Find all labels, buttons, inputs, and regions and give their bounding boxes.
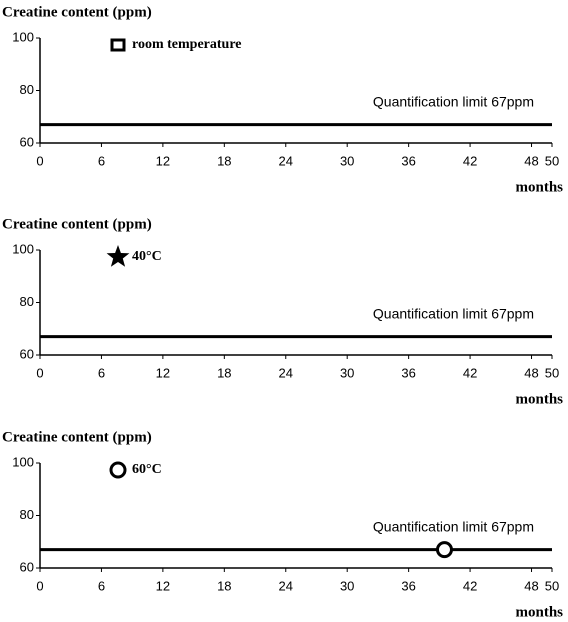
legend-marker [109, 461, 127, 479]
y-tick-label: 100 [12, 241, 34, 256]
x-axis-title: months [515, 391, 563, 407]
x-tick-label: 48 [524, 153, 538, 168]
x-tick-label: 30 [340, 365, 354, 380]
legend-label: 60°C [132, 462, 162, 477]
x-tick-label: 36 [401, 578, 415, 593]
x-tick-label: 24 [279, 365, 293, 380]
reference-label: Quantification limit 67ppm [373, 305, 534, 321]
reference-label: Quantification limit 67ppm [373, 518, 534, 534]
reference-label: Quantification limit 67ppm [373, 93, 534, 109]
x-tick-label: 42 [463, 153, 477, 168]
x-tick-label: 42 [463, 365, 477, 380]
x-tick-label: 42 [463, 578, 477, 593]
y-tick-label: 80 [20, 507, 34, 522]
y-tick-label: 100 [12, 454, 34, 469]
y-tick-label: 60 [20, 346, 34, 361]
x-tick-label: 50 [545, 153, 559, 168]
x-tick-label: 0 [36, 578, 43, 593]
x-axis-title: months [515, 179, 563, 195]
x-tick-label: 30 [340, 153, 354, 168]
y-tick-label: 80 [20, 82, 34, 97]
x-tick-label: 48 [524, 578, 538, 593]
x-tick-label: 50 [545, 578, 559, 593]
x-tick-label: 6 [98, 365, 105, 380]
data-point [435, 541, 453, 559]
y-tick-label: 100 [12, 29, 34, 44]
x-tick-label: 36 [401, 153, 415, 168]
y-tick-label: 60 [20, 559, 34, 574]
legend-label: 40°C [132, 249, 162, 264]
legend-marker [110, 38, 126, 52]
x-tick-label: 48 [524, 365, 538, 380]
x-tick-label: 18 [217, 578, 231, 593]
x-tick-label: 6 [98, 578, 105, 593]
x-tick-label: 12 [156, 153, 170, 168]
x-tick-label: 0 [36, 365, 43, 380]
x-tick-label: 12 [156, 365, 170, 380]
x-axis-title: months [515, 604, 563, 620]
x-tick-label: 50 [545, 365, 559, 380]
x-tick-label: 24 [279, 578, 293, 593]
x-tick-label: 0 [36, 153, 43, 168]
y-tick-label: 80 [20, 294, 34, 309]
x-tick-label: 18 [217, 153, 231, 168]
legend-marker [106, 245, 130, 267]
y-axis-title: Creatine content (ppm) [2, 4, 152, 20]
y-axis-title: Creatine content (ppm) [2, 216, 152, 232]
y-axis-title: Creatine content (ppm) [2, 429, 152, 445]
x-tick-label: 30 [340, 578, 354, 593]
x-tick-label: 36 [401, 365, 415, 380]
x-tick-label: 24 [279, 153, 293, 168]
legend-label: room temperature [132, 37, 242, 52]
x-tick-label: 18 [217, 365, 231, 380]
x-tick-label: 6 [98, 153, 105, 168]
y-tick-label: 60 [20, 134, 34, 149]
x-tick-label: 12 [156, 578, 170, 593]
